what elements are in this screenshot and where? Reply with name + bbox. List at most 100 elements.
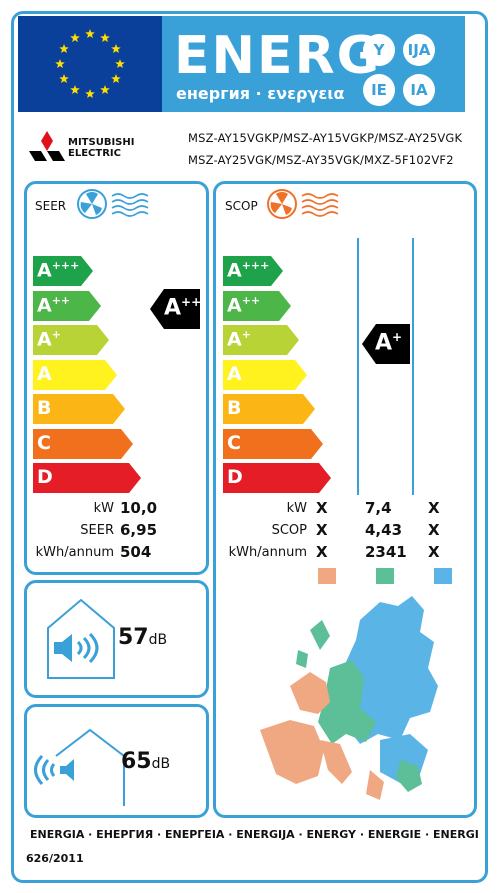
seer-class-sup: + <box>51 328 61 341</box>
lang-circle-ie: IE <box>363 74 395 106</box>
eu-star-icon <box>111 74 121 83</box>
outdoor-noise-unit: dB <box>151 756 171 772</box>
seer-row-label: kW <box>93 501 114 516</box>
scop-class-letter: A <box>375 330 393 356</box>
scop-class-sup: + <box>392 330 403 344</box>
seer-class-letter: C <box>37 431 51 454</box>
scop-class-label: B <box>227 397 241 419</box>
scop-row-label: kW <box>286 501 307 516</box>
eu-flag <box>18 16 162 112</box>
scop-avg-value: 4,43 <box>365 521 403 539</box>
seer-class-bar: B <box>33 394 125 428</box>
energy-word: ENERG <box>174 26 382 86</box>
indoor-noise-panel <box>24 580 209 698</box>
scop-class-sup: ++ <box>241 293 261 307</box>
seer-class-label: C <box>37 432 51 454</box>
seer-class-label: A <box>37 363 52 385</box>
regulation-number: 626/2011 <box>26 852 84 865</box>
seer-class-letter: B <box>37 397 52 419</box>
scop-class-label: A++ <box>227 294 260 316</box>
outdoor-noise-value: 65dB <box>121 749 171 774</box>
eu-star-icon <box>59 44 69 53</box>
seer-class-label: A++ <box>37 294 70 316</box>
model-line-2: MSZ-AY25VGK/MSZ-AY35VGK/MXZ-5F102VF2 <box>188 153 454 167</box>
indoor-unit-house-icon <box>47 598 115 679</box>
seer-class-letter: A <box>37 259 52 282</box>
outdoor-unit-house-icon <box>34 728 125 806</box>
scop-cold-value: X <box>428 543 440 561</box>
brand-name: MITSUBISHI ELECTRIC <box>68 137 135 159</box>
scop-class-sup: +++ <box>241 259 270 272</box>
indoor-noise-value: 57dB <box>118 625 168 650</box>
seer-title: SEER <box>35 199 67 213</box>
warm-zone-swatch <box>318 568 336 584</box>
scop-class-label: A+ <box>227 328 251 350</box>
seer-class-bar: A+++ <box>33 256 93 290</box>
scop-class-letter: C <box>227 431 241 454</box>
seer-class-sup: +++ <box>51 259 80 272</box>
scop-class-bar: B <box>223 394 315 428</box>
cooling-fan-icon <box>77 189 149 219</box>
seer-row-label: kWh/annum <box>35 545 114 560</box>
seer-class-letter: D <box>37 466 53 488</box>
cold-zone-swatch <box>434 568 452 584</box>
mitsubishi-logo-icon <box>29 131 65 161</box>
scop-cold-value: X <box>428 521 440 539</box>
eu-star-icon <box>85 89 95 98</box>
scop-class-label: A <box>227 363 242 385</box>
seer-row-value: 10,0 <box>120 499 158 517</box>
eu-star-icon <box>100 85 110 94</box>
seer-class-sup: ++ <box>51 293 71 307</box>
scop-class-sup: + <box>241 328 251 341</box>
seer-class-bar: C <box>33 428 133 463</box>
scop-class-label: A+++ <box>227 259 269 281</box>
seer-class-bar: A <box>33 359 117 394</box>
scop-row-label: kWh/annum <box>228 545 307 560</box>
seer-row-value: 504 <box>120 543 152 561</box>
scop-cold-value: X <box>428 499 440 517</box>
eu-star-icon <box>85 29 95 38</box>
seer-class-bar: A+ <box>33 325 109 359</box>
scop-class-bar: A+++ <box>223 256 283 290</box>
eu-star-icon <box>59 74 69 83</box>
seer-class-label: B <box>37 397 51 419</box>
eu-star-icon <box>100 33 110 43</box>
seer-row-value: 6,95 <box>120 521 158 539</box>
seer-class-arrow: A++ <box>150 289 202 333</box>
scop-class-letter: A <box>227 293 242 316</box>
seer-class-letter: A <box>37 328 52 351</box>
eu-star-icon <box>111 44 121 53</box>
seer-class-letter: A <box>37 362 52 385</box>
seer-class-label: A+ <box>37 328 61 350</box>
seer-panel <box>24 181 209 575</box>
scop-class-letter: D <box>227 466 243 488</box>
scop-avg-value: 2341 <box>365 543 407 561</box>
seer-class-letter: A <box>164 295 182 321</box>
model-line-1: MSZ-AY15VGKP/MSZ-AY15VGKP/MSZ-AY25VGK <box>188 131 463 145</box>
scop-class-arrow: A+ <box>362 324 410 368</box>
scop-warm-value: X <box>316 521 328 539</box>
seer-class-sup: ++ <box>181 295 202 309</box>
lang-circle-ia: IA <box>403 74 435 106</box>
scop-class-bar: A++ <box>223 290 291 325</box>
average-zone-swatch <box>376 568 394 584</box>
scop-class-bar: C <box>223 428 323 463</box>
seer-class-letter: A <box>37 293 52 316</box>
scop-panel <box>213 181 477 818</box>
seer-class-label: A+++ <box>37 259 79 281</box>
scop-class-label: D <box>227 466 243 488</box>
scop-title: SCOP <box>225 199 258 213</box>
footer-languages: ENERGIA · ЕНЕРГИЯ · ΕΝΕΡΓΕΙΑ · ENERGIJA … <box>30 828 479 841</box>
scop-class-label: C <box>227 432 241 454</box>
scop-class-letter: A <box>227 362 242 385</box>
seer-class-bar: D <box>33 463 141 497</box>
lang-circle-ija: IJA <box>403 34 435 66</box>
scop-avg-value: 7,4 <box>365 499 392 517</box>
scop-class-letter: A <box>227 259 242 282</box>
scop-class-bar: A+ <box>223 325 299 359</box>
energy-subtitle: енергия · ενεργεια <box>176 84 345 103</box>
scop-class-bar: A <box>223 359 307 394</box>
scop-class-letter: A <box>227 328 242 351</box>
heating-fan-icon <box>267 189 339 219</box>
indoor-noise-unit: dB <box>148 632 168 648</box>
